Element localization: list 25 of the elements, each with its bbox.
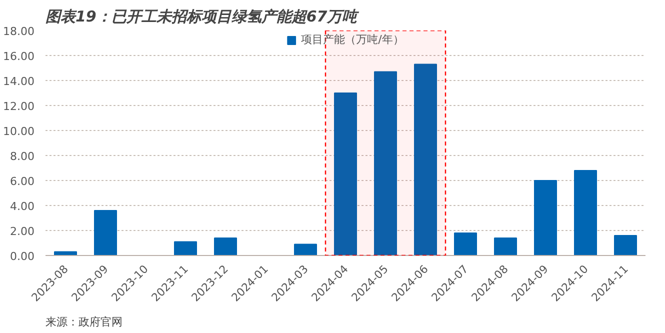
- chart-title: 图表19：已开工未招标项目绿氢产能超67万吨: [46, 8, 360, 26]
- y-tick-label: 0.00: [10, 250, 35, 263]
- legend-label: 项目产能（万吨/年）: [301, 32, 404, 47]
- y-tick-label: 16.00: [3, 50, 35, 63]
- source-note: 来源：政府官网: [46, 316, 122, 328]
- y-tick-label: 4.00: [10, 200, 35, 213]
- y-tick-label: 14.00: [3, 75, 35, 88]
- y-tick-label: 2.00: [10, 225, 35, 238]
- bar: [374, 71, 397, 256]
- bar: [214, 238, 237, 256]
- bar: [494, 238, 517, 256]
- bar: [454, 232, 477, 256]
- y-tick-label: 12.00: [3, 100, 35, 113]
- bar: [614, 235, 637, 256]
- y-tick-label: 8.00: [10, 150, 35, 163]
- bar: [334, 92, 357, 256]
- bar: [294, 244, 317, 256]
- bar: [414, 64, 437, 256]
- y-tick-label: 10.00: [3, 125, 35, 138]
- bar: [534, 180, 557, 256]
- bar: [174, 241, 197, 256]
- bar: [574, 170, 597, 256]
- bar: [94, 210, 117, 256]
- y-tick-label: 6.00: [10, 175, 35, 188]
- y-tick-label: 18.00: [3, 25, 35, 38]
